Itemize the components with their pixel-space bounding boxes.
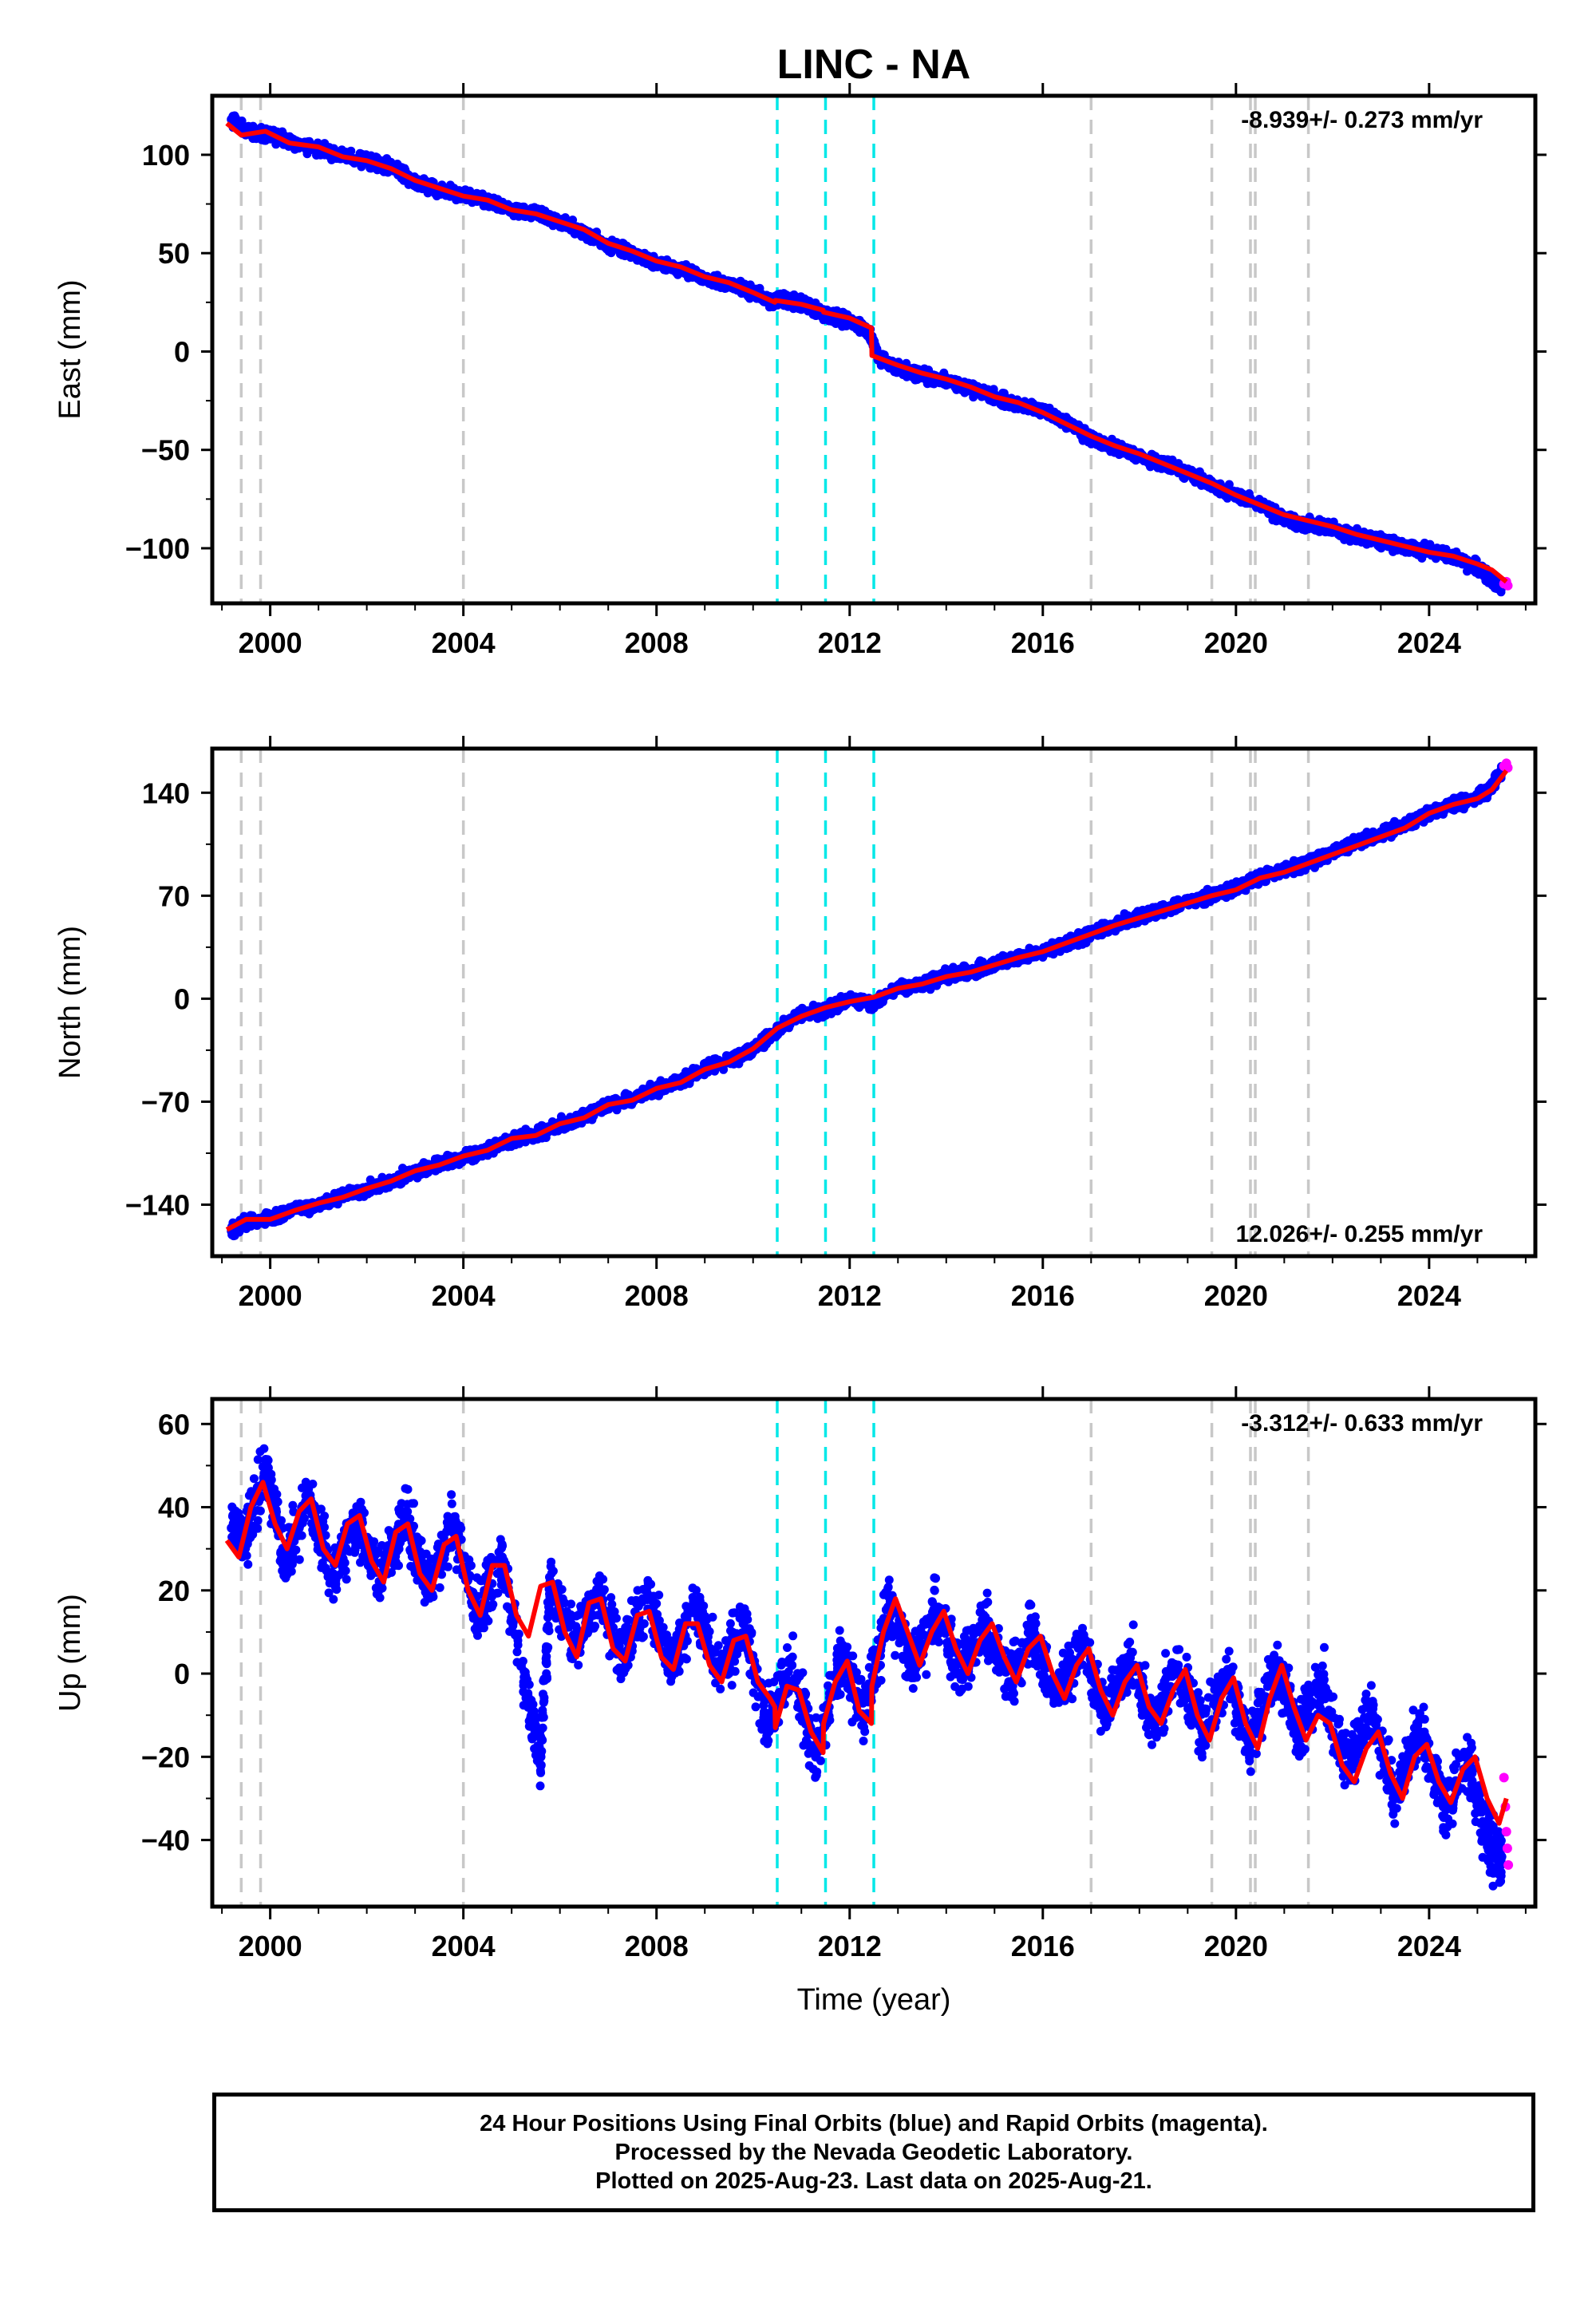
y-tick-label: 100 [142, 139, 190, 172]
panel-east: −100 −50 0 50 100 2000 2004 2008 2012 2016 2020 202… [53, 83, 1547, 659]
x-tick-label: 2024 [1397, 626, 1461, 659]
final-orbit-point [1224, 480, 1234, 489]
final-orbit-point [681, 1067, 690, 1077]
x-tick-label: 2000 [239, 626, 302, 659]
rate-label: -8.939+/- 0.273 mm/yr [1241, 107, 1483, 133]
x-tick-label: 2016 [1011, 626, 1075, 659]
final-orbit-point [736, 276, 745, 286]
final-orbit-point [355, 148, 365, 158]
plot-area [225, 749, 1513, 1256]
panels-group: −100 −50 0 50 100 2000 2004 2008 2012 2016 2020 202… [53, 83, 1547, 1962]
final-orbit-point [470, 1156, 480, 1165]
rapid-orbit-point [1503, 580, 1513, 591]
chart-title: LINC - NA [777, 41, 971, 88]
final-orbit-point [397, 163, 406, 172]
y-tick-label: 50 [158, 237, 190, 270]
model-curve [225, 121, 1508, 584]
final-orbit-point [541, 1133, 551, 1142]
final-orbit-point [227, 114, 237, 124]
x-tick-label: 2004 [432, 626, 496, 659]
final-orbit-point [711, 1054, 721, 1063]
plot-frame [210, 93, 1538, 606]
final-orbit-point [396, 1178, 405, 1188]
final-orbit-point [556, 1112, 566, 1121]
final-orbit-point [1271, 516, 1281, 526]
final-orbit-point [271, 1206, 281, 1215]
x-tick-label: 2008 [625, 626, 689, 659]
final-orbit-point [354, 1192, 364, 1202]
y-tick-label: −50 [141, 434, 190, 467]
y-axis-title: East (mm) [53, 279, 87, 419]
x-tick-label: 2020 [1204, 626, 1268, 659]
final-orbit-point [452, 196, 461, 205]
final-orbit-point [789, 290, 799, 299]
y-tick-label: 0 [174, 335, 190, 368]
plot-area [225, 96, 1513, 603]
final-orbit-point [1487, 575, 1497, 585]
x-tick-label: 2012 [818, 626, 882, 659]
y-tick-label: −100 [125, 532, 190, 565]
final-orbit-point [516, 1127, 526, 1136]
